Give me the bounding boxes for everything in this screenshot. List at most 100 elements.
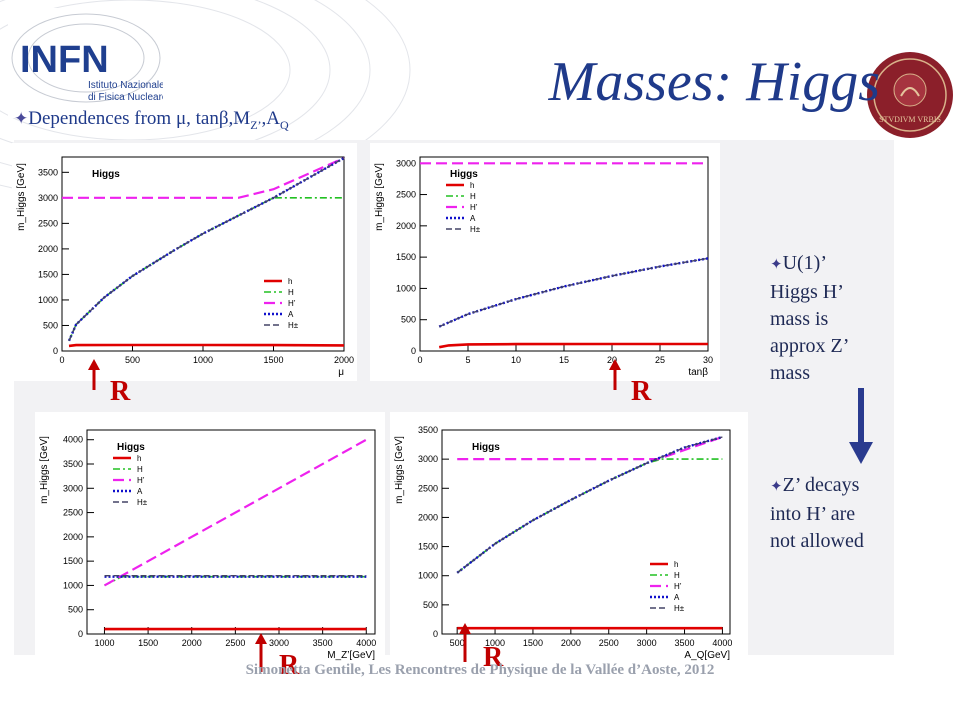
y-tick-label: 0 — [78, 629, 83, 639]
plot-frame — [86, 429, 376, 635]
y-tick-label: 2500 — [418, 483, 438, 493]
seal-text: STVDIVM VRBIS — [879, 115, 941, 124]
y-tick-label: 3500 — [38, 167, 58, 177]
panel-title: Higgs — [92, 169, 120, 180]
x-tick-label: 10 — [511, 355, 521, 365]
x-tick-label: 1500 — [138, 638, 158, 648]
legend-entry: A — [674, 593, 680, 602]
panel-title: Higgs — [117, 442, 145, 453]
series-line-A — [67, 156, 345, 342]
marker-r-tanb: R — [609, 359, 652, 407]
legend-entry: h — [674, 560, 678, 569]
x-tick-label: 2500 — [225, 638, 245, 648]
x-tick-label: 4000 — [712, 638, 732, 648]
y-tick-label: 3000 — [396, 158, 416, 168]
y-tick-label: 0 — [53, 346, 58, 356]
marker-r-aq: R — [459, 623, 504, 673]
panel-title: Higgs — [450, 169, 478, 180]
down-arrow-icon — [849, 388, 873, 464]
legend-entry: h — [470, 181, 474, 190]
chart-higgs-vs-mz: 0 500 1000 1500 2000 2500 3000 3500 4000 1000 1500… — [39, 429, 376, 661]
x-tick-label: 4000 — [356, 638, 376, 648]
side-note-decays: ✦Z’ decays into H’ are not allowed — [770, 474, 864, 552]
y-tick-label: 4000 — [63, 435, 83, 445]
x-tick-label: 20 — [607, 355, 617, 365]
x-axis-label: μ — [338, 367, 344, 378]
y-tick-label: 1500 — [63, 556, 83, 566]
legend-entry: H’ — [674, 582, 682, 591]
x-tick-label: 2000 — [182, 638, 202, 648]
x-tick-label: 1500 — [263, 355, 283, 365]
y-axis-label: m_Higgs [GeV] — [374, 163, 385, 231]
panel-title: Higgs — [472, 442, 500, 453]
x-axis-label: tanβ — [688, 367, 708, 378]
y-tick-label: 500 — [423, 600, 438, 610]
legend-entry: H — [137, 465, 143, 474]
y-tick-label: 0 — [411, 346, 416, 356]
x-tick-label: 0 — [59, 355, 64, 365]
star-bullet-icon: ✦ — [14, 109, 29, 128]
y-tick-label: 500 — [68, 605, 83, 615]
x-tick-label: 1000 — [485, 638, 505, 648]
side-note-u1: ✦U(1)’ Higgs H’ mass is approx Z’ mass — [770, 252, 850, 384]
subtitle-prefix: Dependences from μ, tanβ,M — [28, 108, 251, 129]
subtitle: ✦Dependences from μ, tanβ,MZ’,AQ — [14, 108, 289, 133]
chart-panel-aq: 0 500 1000 1500 2000 2500 3000 3500 500 1000 1500 2… — [390, 412, 748, 667]
y-tick-label: 1000 — [418, 571, 438, 581]
legend-entry: H± — [470, 225, 481, 234]
legend-entry: h — [288, 277, 292, 286]
marker-r-label: R — [631, 376, 652, 407]
y-tick-label: 3000 — [418, 454, 438, 464]
subtitle-z-sub: Z’ — [250, 117, 262, 132]
y-tick-label: 2000 — [396, 221, 416, 231]
marker-r-label: R — [279, 650, 300, 681]
x-axis-label: A_Q[GeV] — [684, 650, 730, 661]
legend-entry: H± — [137, 498, 148, 507]
legend-entry: H — [470, 192, 476, 201]
y-tick-label: 3500 — [63, 459, 83, 469]
x-tick-label: 1000 — [193, 355, 213, 365]
y-tick-label: 1500 — [418, 542, 438, 552]
legend-entry: H’ — [288, 299, 296, 308]
series-line-Hpm — [438, 257, 709, 328]
marker-r-mu: R — [88, 359, 131, 407]
y-tick-label: 2000 — [38, 244, 58, 254]
y-tick-label: 2000 — [63, 532, 83, 542]
legend-entry: A — [137, 487, 143, 496]
x-tick-label: 1000 — [94, 638, 114, 648]
legend-entry: A — [288, 310, 294, 319]
y-tick-label: 3500 — [418, 425, 438, 435]
y-tick-label: 1000 — [396, 283, 416, 293]
chart-panel-tanb: 0 500 1000 1500 2000 2500 3000 0 5 10 15 20 25 30 tanβ… — [370, 143, 720, 381]
y-axis-label: m_Higgs [GeV] — [394, 436, 405, 504]
legend-entry: A — [470, 214, 476, 223]
infn-logo: INFN Istituto Nazionale di Fisica Nuclea… — [8, 8, 163, 118]
legend-entry: H — [674, 571, 680, 580]
x-tick-label: 2500 — [599, 638, 619, 648]
x-tick-label: 5 — [465, 355, 470, 365]
plot-frame — [419, 156, 709, 352]
series-line-Hprime — [103, 438, 367, 587]
x-tick-label: 3000 — [637, 638, 657, 648]
subtitle-mid: ,A — [261, 108, 280, 129]
x-tick-label: 25 — [655, 355, 665, 365]
slide-title: Masses: Higgs — [548, 51, 880, 113]
series-line-Hprime — [457, 435, 723, 461]
star-bullet-icon: ✦ — [770, 257, 783, 273]
x-tick-label: 30 — [703, 355, 713, 365]
y-tick-label: 500 — [43, 320, 58, 330]
infn-logo-line2: di Fisica Nucleare — [88, 92, 163, 103]
chart-panel-mz: 0 500 1000 1500 2000 2500 3000 3500 4000 1000 1500… — [35, 412, 385, 667]
y-tick-label: 2000 — [418, 512, 438, 522]
footer-credit: Simonetta Gentile, Les Rencontres de Phy… — [245, 662, 715, 678]
star-bullet-icon: ✦ — [770, 479, 783, 495]
x-tick-label: 500 — [125, 355, 140, 365]
series-line-Hpm — [456, 436, 723, 574]
y-tick-label: 1500 — [38, 269, 58, 279]
series-line-Hpm — [68, 157, 345, 342]
y-tick-label: 3000 — [63, 483, 83, 493]
x-tick-label: 1500 — [523, 638, 543, 648]
y-axis-label: m_Higgs [GeV] — [16, 163, 27, 231]
series-line-h — [438, 342, 708, 349]
y-tick-label: 2500 — [63, 508, 83, 518]
